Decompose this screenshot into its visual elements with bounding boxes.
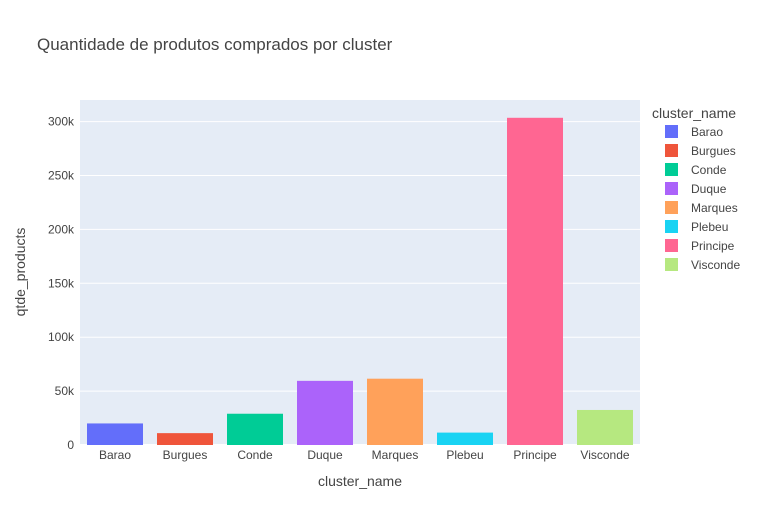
x-axis-title: cluster_name <box>318 473 402 489</box>
bar-marques[interactable] <box>367 378 423 445</box>
bar-plebeu[interactable] <box>437 432 493 445</box>
legend-label: Plebeu <box>691 220 728 234</box>
legend-item-visconde[interactable]: Visconde <box>665 258 740 272</box>
legend-item-duque[interactable]: Duque <box>665 182 727 196</box>
x-tick-label: Duque <box>307 448 343 462</box>
bar-conde[interactable] <box>227 413 283 445</box>
bar-barao[interactable] <box>87 423 143 445</box>
legend-swatch <box>665 144 678 157</box>
bars <box>87 117 633 445</box>
legend-label: Conde <box>691 163 727 177</box>
y-tick-label: 100k <box>48 330 75 344</box>
x-tick-label: Barao <box>99 448 131 462</box>
y-tick-label: 50k <box>55 384 75 398</box>
legend-swatch <box>665 125 678 138</box>
x-tick-label: Visconde <box>580 448 629 462</box>
bar-principe[interactable] <box>507 117 563 445</box>
legend-label: Visconde <box>691 258 740 272</box>
legend-label: Barao <box>691 125 723 139</box>
x-tick-label: Principe <box>513 448 557 462</box>
legend-title: cluster_name <box>652 105 736 121</box>
legend-item-plebeu[interactable]: Plebeu <box>665 220 728 234</box>
legend-swatch <box>665 239 678 252</box>
bar-duque[interactable] <box>297 380 353 445</box>
legend-item-conde[interactable]: Conde <box>665 163 727 177</box>
legend-item-principe[interactable]: Principe <box>665 239 735 253</box>
legend-label: Duque <box>691 182 727 196</box>
y-tick-label: 250k <box>48 168 75 182</box>
y-tick-label: 300k <box>48 115 75 129</box>
legend-swatch <box>665 182 678 195</box>
bar-visconde[interactable] <box>577 409 633 445</box>
x-tick-label: Conde <box>237 448 273 462</box>
legend-label: Burgues <box>691 144 736 158</box>
legend[interactable]: cluster_name Barao Burgues Conde Duque Marqu… <box>652 105 740 272</box>
x-tick-label: Burgues <box>163 448 208 462</box>
chart-title: Quantidade de produtos comprados por clu… <box>37 35 393 54</box>
legend-swatch <box>665 220 678 233</box>
legend-swatch <box>665 201 678 214</box>
legend-label: Marques <box>691 201 738 215</box>
legend-swatch <box>665 258 678 271</box>
legend-swatch <box>665 163 678 176</box>
legend-label: Principe <box>691 239 735 253</box>
legend-item-barao[interactable]: Barao <box>665 125 723 139</box>
y-tick-label: 0 <box>67 438 74 452</box>
y-tick-label: 150k <box>48 276 75 290</box>
bar-burgues[interactable] <box>157 433 213 445</box>
y-axis-ticks: 0 50k 100k 150k 200k 250k 300k <box>48 115 75 452</box>
x-tick-label: Marques <box>372 448 419 462</box>
x-tick-label: Plebeu <box>446 448 483 462</box>
y-tick-label: 200k <box>48 222 75 236</box>
x-axis-ticks: Barao Burgues Conde Duque Marques Plebeu Princ… <box>99 448 630 462</box>
legend-item-burgues[interactable]: Burgues <box>665 144 736 158</box>
legend-item-marques[interactable]: Marques <box>665 201 738 215</box>
y-axis-title: qtde_products <box>12 228 28 317</box>
